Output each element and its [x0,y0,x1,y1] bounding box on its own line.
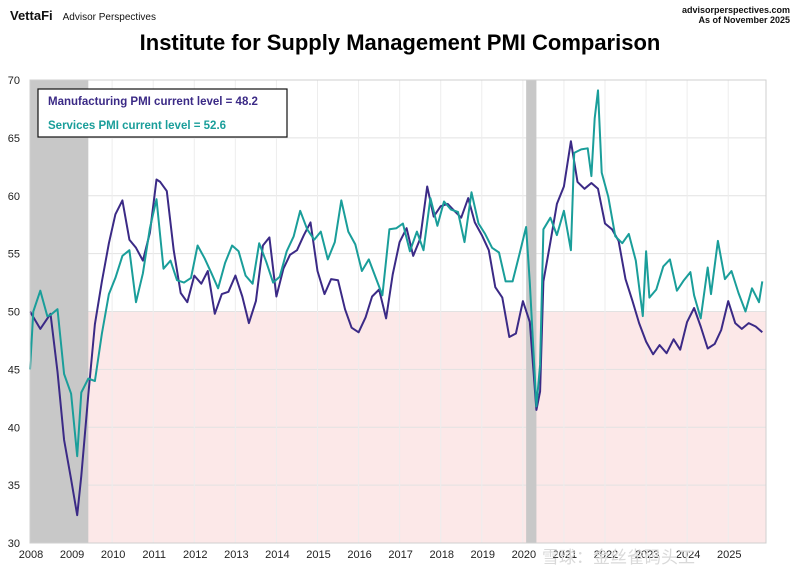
as-of-date: As of November 2025 [698,15,790,25]
site-url: advisorperspectives.com [681,5,790,15]
x-tick-label: 2025 [717,549,741,561]
x-tick-label: 2018 [429,549,453,561]
x-tick-label: 2012 [183,549,207,561]
legend-manufacturing: Manufacturing PMI current level = 48.2 [48,96,258,108]
y-tick-label: 65 [8,133,20,145]
vettafi-logo: VettaFi [10,8,53,23]
x-tick-label: 2016 [347,549,371,561]
x-tick-label: 2021 [553,549,577,561]
x-tick-label: 2022 [594,549,618,561]
legend: Manufacturing PMI current level = 48.2 Se… [37,88,288,138]
x-tick-label: 2013 [224,549,248,561]
plot-frame [29,79,767,544]
x-tick-label: 2015 [306,549,330,561]
y-tick-label: 50 [8,307,20,319]
services-pmi-line [29,89,764,458]
manufacturing-pmi-line [29,140,763,517]
y-tick-label: 40 [8,422,20,434]
x-tick-label: 2014 [265,549,289,561]
chart-title: Institute for Supply Management PMI Comp… [139,30,661,55]
x-tick-label: 2008 [19,549,43,561]
legend-services: Services PMI current level = 52.6 [48,120,226,132]
x-tick-label: 2023 [635,549,659,561]
axis-layer: 30 35 40 45 50 55 60 65 70 2008 2009 2010 2011 2012 20… [8,75,767,561]
x-tick-label: 2019 [471,549,495,561]
source-info: advisorperspectives.com As of November 2… [682,5,790,25]
y-tick-label: 30 [8,538,20,550]
y-tick-label: 45 [8,364,20,376]
watermark: 雪球：金丝雀码头工 [542,548,695,568]
y-tick-label: 70 [8,75,20,87]
x-tick-label: 2010 [101,549,125,561]
x-tick-label: 2024 [676,549,700,561]
recession-bar [30,80,89,543]
brand-subtitle: Advisor Perspectives [62,12,156,23]
brand: VettaFi Advisor Perspectives [10,8,156,23]
x-tick-label: 2009 [60,549,84,561]
x-tick-label: 2020 [512,549,536,561]
y-tick-label: 55 [8,249,20,261]
y-tick-label: 35 [8,480,20,492]
x-tick-label: 2017 [388,549,412,561]
x-tick-label: 2011 [142,549,166,561]
series-layer [29,89,764,517]
legend-box [37,88,288,138]
y-tick-label: 60 [8,191,20,203]
